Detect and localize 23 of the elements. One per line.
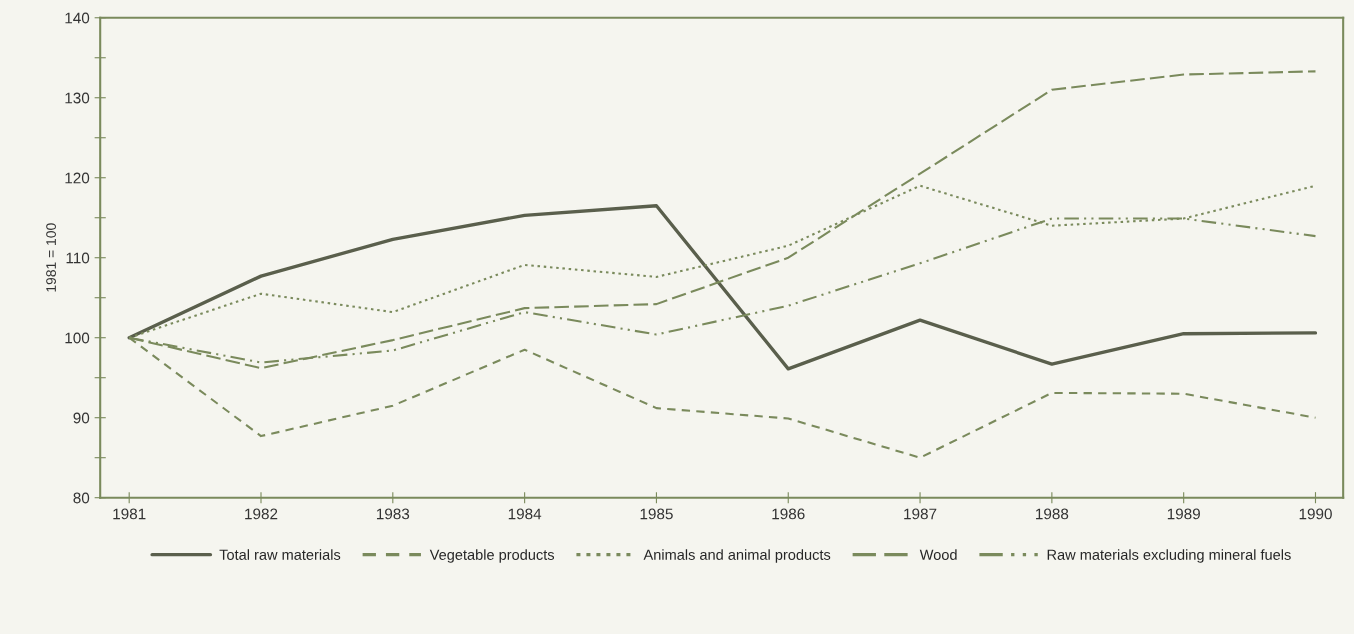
x-tick-label: 1984 [508, 508, 542, 520]
legend-label: Raw materials excluding mineral fuels [1047, 549, 1291, 563]
legend-label: Wood [919, 549, 957, 560]
y-tick-label: 130 [65, 92, 90, 104]
x-tick-label: 1990 [1299, 508, 1332, 520]
x-tick-label: 1988 [1036, 508, 1069, 520]
y-axis-title: 1981 = 100 [46, 223, 56, 292]
x-tick-label: 1986 [772, 508, 805, 520]
y-tick-label: 140 [65, 12, 90, 24]
legend-label: Animals and animal products [643, 549, 831, 563]
y-tick-label: 110 [66, 252, 90, 264]
y-tick-label: 80 [73, 492, 90, 504]
x-tick-label: 1985 [640, 508, 673, 520]
y-tick-label: 120 [65, 172, 90, 184]
x-tick-label: 1987 [904, 508, 937, 520]
x-tick-label: 1982 [245, 508, 278, 520]
legend-label: Total raw materials [219, 549, 341, 560]
x-tick-label: 1989 [1167, 508, 1200, 520]
legend-label: Vegetable products [429, 549, 555, 563]
x-tick-label: 1983 [376, 508, 410, 520]
y-tick-label: 100 [65, 332, 90, 344]
y-tick-label: 90 [73, 412, 90, 424]
x-tick-label: 1981 [113, 508, 146, 520]
